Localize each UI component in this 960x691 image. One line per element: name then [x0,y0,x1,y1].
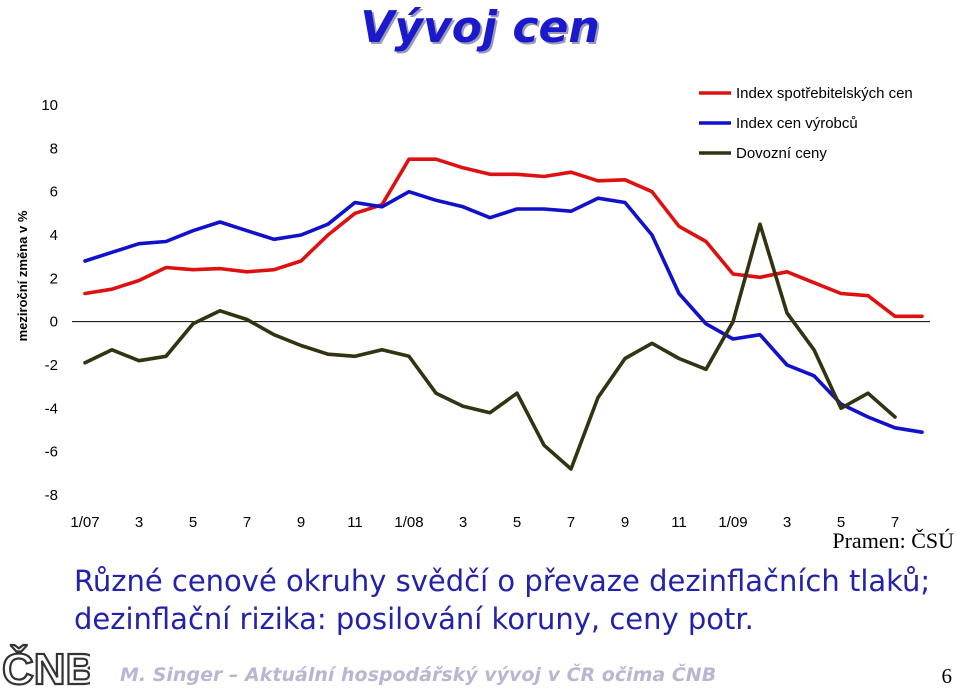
x-tick-label: 1/08 [394,514,423,531]
y-tick-label: -8 [45,487,58,504]
x-tick-label: 7 [891,514,899,531]
x-tick-label: 11 [671,514,687,531]
x-tick-label: 7 [243,514,251,531]
x-tick-label: 1/09 [718,514,747,531]
x-tick-label: 3 [783,514,791,531]
x-tick-label: 5 [189,514,197,531]
y-tick-label: 4 [50,227,58,244]
x-tick-label: 11 [347,514,363,531]
y-tick-labels: 10 8 6 4 2 0 -2 -4 -6 -8 [41,97,58,504]
y-tick-label: -4 [45,400,58,417]
slide-message: Různé cenové okruhy svědčí o převaze dez… [74,564,931,636]
slide-title: Vývoj cen [360,2,600,53]
x-tick-label: 5 [513,514,521,531]
x-tick-labels: 1/07 3 5 7 9 11 1/08 3 5 7 9 11 1/09 3 5 7 [70,514,899,531]
svg-text:ČNB: ČNB [2,643,90,688]
y-tick-label: 8 [50,140,58,157]
source-note: Pramen: ČSÚ [832,528,954,553]
legend-label: Index cen výrobců [736,115,858,132]
y-tick-label: 0 [50,314,58,331]
y-tick-label: 6 [50,184,58,201]
legend-label: Index spotřebitelských cen [736,85,913,102]
x-tick-label: 7 [567,514,575,531]
x-tick-label: 9 [621,514,629,531]
x-tick-label: 3 [135,514,143,531]
series-line-1 [83,157,924,319]
y-tick-label: 2 [50,270,58,287]
x-tick-label: 1/07 [70,514,99,531]
y-axis-title-text: meziroční změna v % [15,210,30,341]
y-tick-label: -6 [45,444,58,461]
y-tick-label: -2 [45,357,58,374]
page-number: 6 [941,664,953,688]
legend-label: Dovozní ceny [736,145,827,162]
y-tick-label: 10 [41,97,58,114]
x-tick-label: 3 [459,514,467,531]
footer-text: M. Singer – Aktuální hospodářský vývoj v… [120,664,717,686]
series-line-3 [83,222,897,471]
cnb-logo: ČNB [1,642,90,688]
x-tick-label: 5 [837,514,845,531]
chart-legend: Index spotřebitelských cen Index cen výro… [699,85,913,162]
series-line-2 [83,189,924,434]
y-axis-title: meziroční změna v % [15,210,30,341]
price-chart: meziroční změna v % 10 8 6 4 2 0 -2 -4 -6 -8 1/07… [15,85,930,531]
x-tick-label: 9 [297,514,305,531]
chart-series [83,157,924,471]
